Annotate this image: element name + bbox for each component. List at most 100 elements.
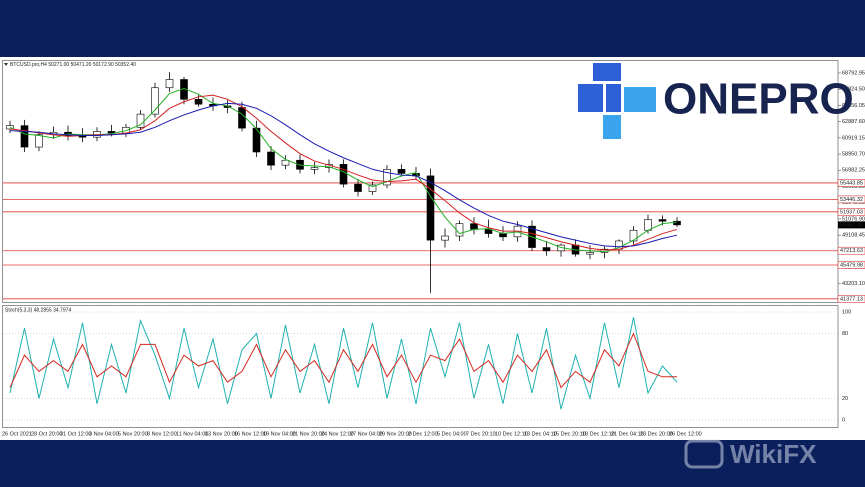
candle-body — [165, 79, 174, 89]
series-line — [9, 94, 678, 251]
logo-shape — [578, 84, 603, 112]
watermark: WikiFX — [684, 439, 817, 469]
level-label-box — [837, 208, 865, 216]
y-tick-label: 58950.70 — [842, 152, 865, 158]
x-tick-label: 8 Nov 12:00 — [147, 431, 177, 437]
current-price-label: 50352.40 — [840, 222, 863, 228]
x-tick-label: 3 Nov 04:00 — [89, 431, 119, 437]
x-tick-label: 31 Oct 12:00 — [60, 431, 92, 437]
level-label: 41377.13 — [840, 296, 863, 302]
x-tick-label: 16 Nov 12:00 — [234, 431, 267, 437]
candle-body — [339, 164, 348, 185]
watermark-icon — [684, 439, 724, 469]
y-tick-label: 20 — [842, 396, 848, 402]
y-tick-label: 80 — [842, 331, 848, 337]
logo-shape — [603, 115, 621, 139]
y-tick-label: 49108.45 — [842, 233, 865, 239]
candle-body — [629, 229, 638, 242]
series-line — [9, 88, 678, 253]
watermark-text: WikiFX — [730, 439, 817, 469]
y-tick-label: 62887.60 — [842, 119, 865, 125]
x-tick-label: 28 Oct 20:00 — [31, 431, 63, 437]
y-tick-label: 0 — [842, 417, 845, 423]
y-tick-label: 51076.90 — [842, 216, 865, 222]
current-price-box — [838, 221, 865, 229]
level-label: 47213.63 — [840, 248, 863, 254]
candle-body — [368, 184, 377, 192]
candle-body — [673, 220, 681, 226]
candle-body — [586, 252, 594, 255]
level-label: 55443.85 — [840, 180, 863, 186]
x-tick-label: 15 Dec 20:10 — [553, 431, 586, 437]
candle-body — [107, 131, 116, 134]
x-tick-label: 2 Dec 12:00 — [408, 431, 438, 437]
logo-text: ONEPRO — [663, 75, 854, 124]
series-line — [9, 317, 678, 410]
x-tick-label: 5 Nov 20:00 — [118, 431, 148, 437]
candle-body — [354, 183, 362, 192]
x-tick-label: 26 Oct 2021 — [2, 431, 32, 437]
logo: ONEPRO — [578, 63, 854, 139]
series-line — [9, 102, 678, 248]
candle-body — [441, 235, 449, 241]
candle-body — [238, 107, 246, 129]
y-tick-label: 43203.10 — [842, 281, 865, 287]
level-label: 53446.32 — [840, 197, 863, 203]
x-tick-label: 13 Nov 20:00 — [205, 431, 238, 437]
series-line — [9, 332, 677, 389]
x-tick-label: 5 Dec 04:00 — [437, 431, 467, 437]
logo-shape — [593, 63, 621, 81]
level-label-box — [837, 246, 865, 255]
level-label-box — [837, 261, 865, 269]
logo-shape — [606, 84, 621, 112]
x-tick-label: 29 Nov 20:00 — [379, 431, 412, 437]
candle-body — [267, 151, 275, 166]
menu-arrow — [4, 63, 8, 66]
candle-body — [484, 229, 493, 234]
stoch-title: Stoch(5,3,3) 48.2855 34.7974 — [5, 307, 71, 313]
x-tick-label: 26 Dec 12:00 — [669, 431, 702, 437]
x-tick-label: 13 Dec 04:10 — [524, 431, 557, 437]
y-tick-label: 56982.25 — [842, 168, 865, 174]
x-tick-label: 27 Nov 04:00 — [350, 431, 383, 437]
candle-body — [194, 98, 203, 105]
main-chart-title: BTCUSD.pro,H4 50271.00 50471.20 50172.90… — [10, 62, 136, 68]
logo-shape — [624, 87, 656, 112]
x-tick-label: 18 Dec 12:10 — [582, 431, 615, 437]
y-tick-label: 100 — [842, 309, 851, 315]
level-label-box — [837, 195, 865, 204]
candle-body — [426, 175, 435, 241]
x-tick-label: 21 Nov 20:00 — [292, 431, 325, 437]
level-label: 51937.03 — [840, 209, 863, 215]
stoch-panel — [2, 305, 839, 428]
candle-body — [397, 168, 406, 174]
y-tick-label: 60919.15 — [842, 135, 865, 141]
x-tick-label: 21 Dec 04:10 — [611, 431, 644, 437]
x-tick-label: 10 Dec 12:10 — [495, 431, 528, 437]
candle-body — [151, 87, 159, 115]
x-tick-label: 7 Dec 20:10 — [466, 431, 496, 437]
x-tick-label: 24 Nov 12:00 — [321, 431, 354, 437]
level-label-box — [837, 295, 865, 303]
y-tick-label: 64856.05 — [842, 103, 865, 109]
candle-body — [281, 159, 290, 166]
candle-body — [20, 125, 29, 148]
x-tick-label: 11 Nov 04:00 — [176, 431, 208, 437]
x-tick-label: 23 Dec 20:00 — [640, 431, 673, 437]
candle-body — [383, 168, 391, 186]
candle-body — [658, 219, 667, 222]
candle-body — [35, 134, 43, 148]
x-tick-label: 19 Nov 04:00 — [263, 431, 296, 437]
candle-body — [310, 167, 319, 170]
level-label-box — [837, 179, 865, 187]
y-tick-label: 68792.95 — [842, 70, 865, 76]
y-tick-label: 55013.80 — [842, 184, 865, 190]
candle-body — [470, 223, 478, 230]
y-tick-label: 66824.50 — [842, 87, 865, 93]
candle-body — [542, 247, 551, 252]
level-label: 45479.98 — [840, 262, 863, 268]
candle-body — [455, 223, 464, 237]
candle-body — [252, 127, 261, 153]
